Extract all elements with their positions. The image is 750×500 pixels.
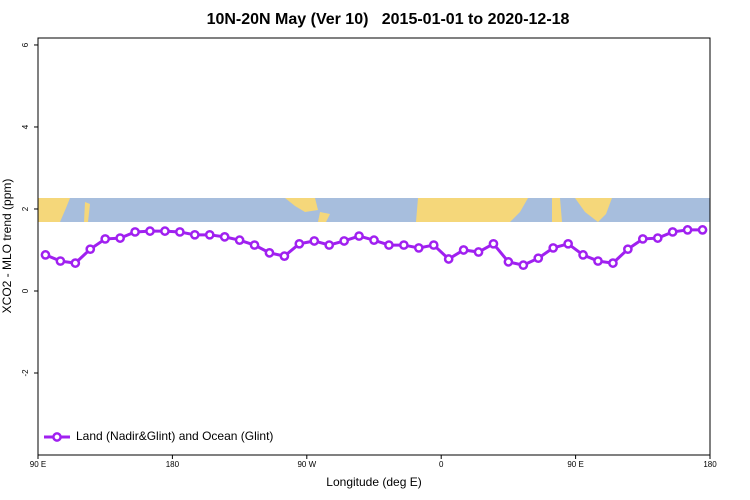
y-tick-label: 2 [21,206,30,211]
data-point [264,248,275,258]
y-tick-label: -2 [21,369,30,377]
y-tick-label: 4 [21,124,30,129]
x-tick-label: 180 [703,460,717,469]
data-point [279,251,290,261]
data-point [100,234,111,244]
legend-marker [52,432,62,442]
data-point [548,243,559,253]
data-point [578,250,588,260]
x-tick-label: 90 E [567,460,583,469]
data-point [608,258,618,268]
series-line [44,228,703,267]
data-point [219,232,230,242]
y-tick-label: 6 [21,42,30,47]
data-point [249,240,260,250]
data-point [682,225,693,235]
data-point [189,229,200,240]
data-point [384,240,394,250]
data-point [145,226,155,236]
data-point [458,245,469,255]
x-tick-label: 90 W [297,460,316,469]
data-point [175,227,185,237]
x-axis-label: Longitude (deg E) [326,475,421,489]
y-axis-label: XCO2 - MLO trend (ppm) [0,179,14,314]
y-tick-label: 0 [21,288,30,293]
legend-label: Land (Nadir&Glint) and Ocean (Glint) [76,429,273,443]
x-tick-label: 90 E [30,460,46,469]
map-strip [38,198,710,222]
data-point [533,253,544,264]
data-point [130,227,140,237]
data-point [637,234,648,244]
x-tick-label: 180 [166,460,180,469]
data-point [488,238,499,249]
data-point [428,240,439,250]
data-point [473,247,484,257]
data-point [55,256,66,266]
data-point [652,233,663,243]
data-point [369,235,379,245]
data-point [503,257,514,267]
data-point [339,236,349,246]
data-point [443,254,454,264]
data-point [399,240,409,250]
data-point [294,238,305,249]
data-point [160,226,170,236]
data-point [40,250,51,260]
data-point [324,240,335,250]
data-point [234,235,245,245]
data-point [354,231,364,241]
data-point [667,227,678,237]
plot-frame [37,37,711,456]
chart-title: 10N-20N May (Ver 10) 2015-01-01 to 2020-… [207,11,570,28]
data-point [309,236,320,246]
data-point [697,225,708,235]
data-point [204,229,215,240]
data-point [115,233,125,243]
data-point [518,260,529,271]
data-point [623,244,633,255]
data-point [85,244,96,255]
data-point [70,258,81,268]
x-tick-label: 0 [439,460,444,469]
data-point [563,238,573,249]
data-point [593,256,603,266]
data-point [413,243,424,253]
